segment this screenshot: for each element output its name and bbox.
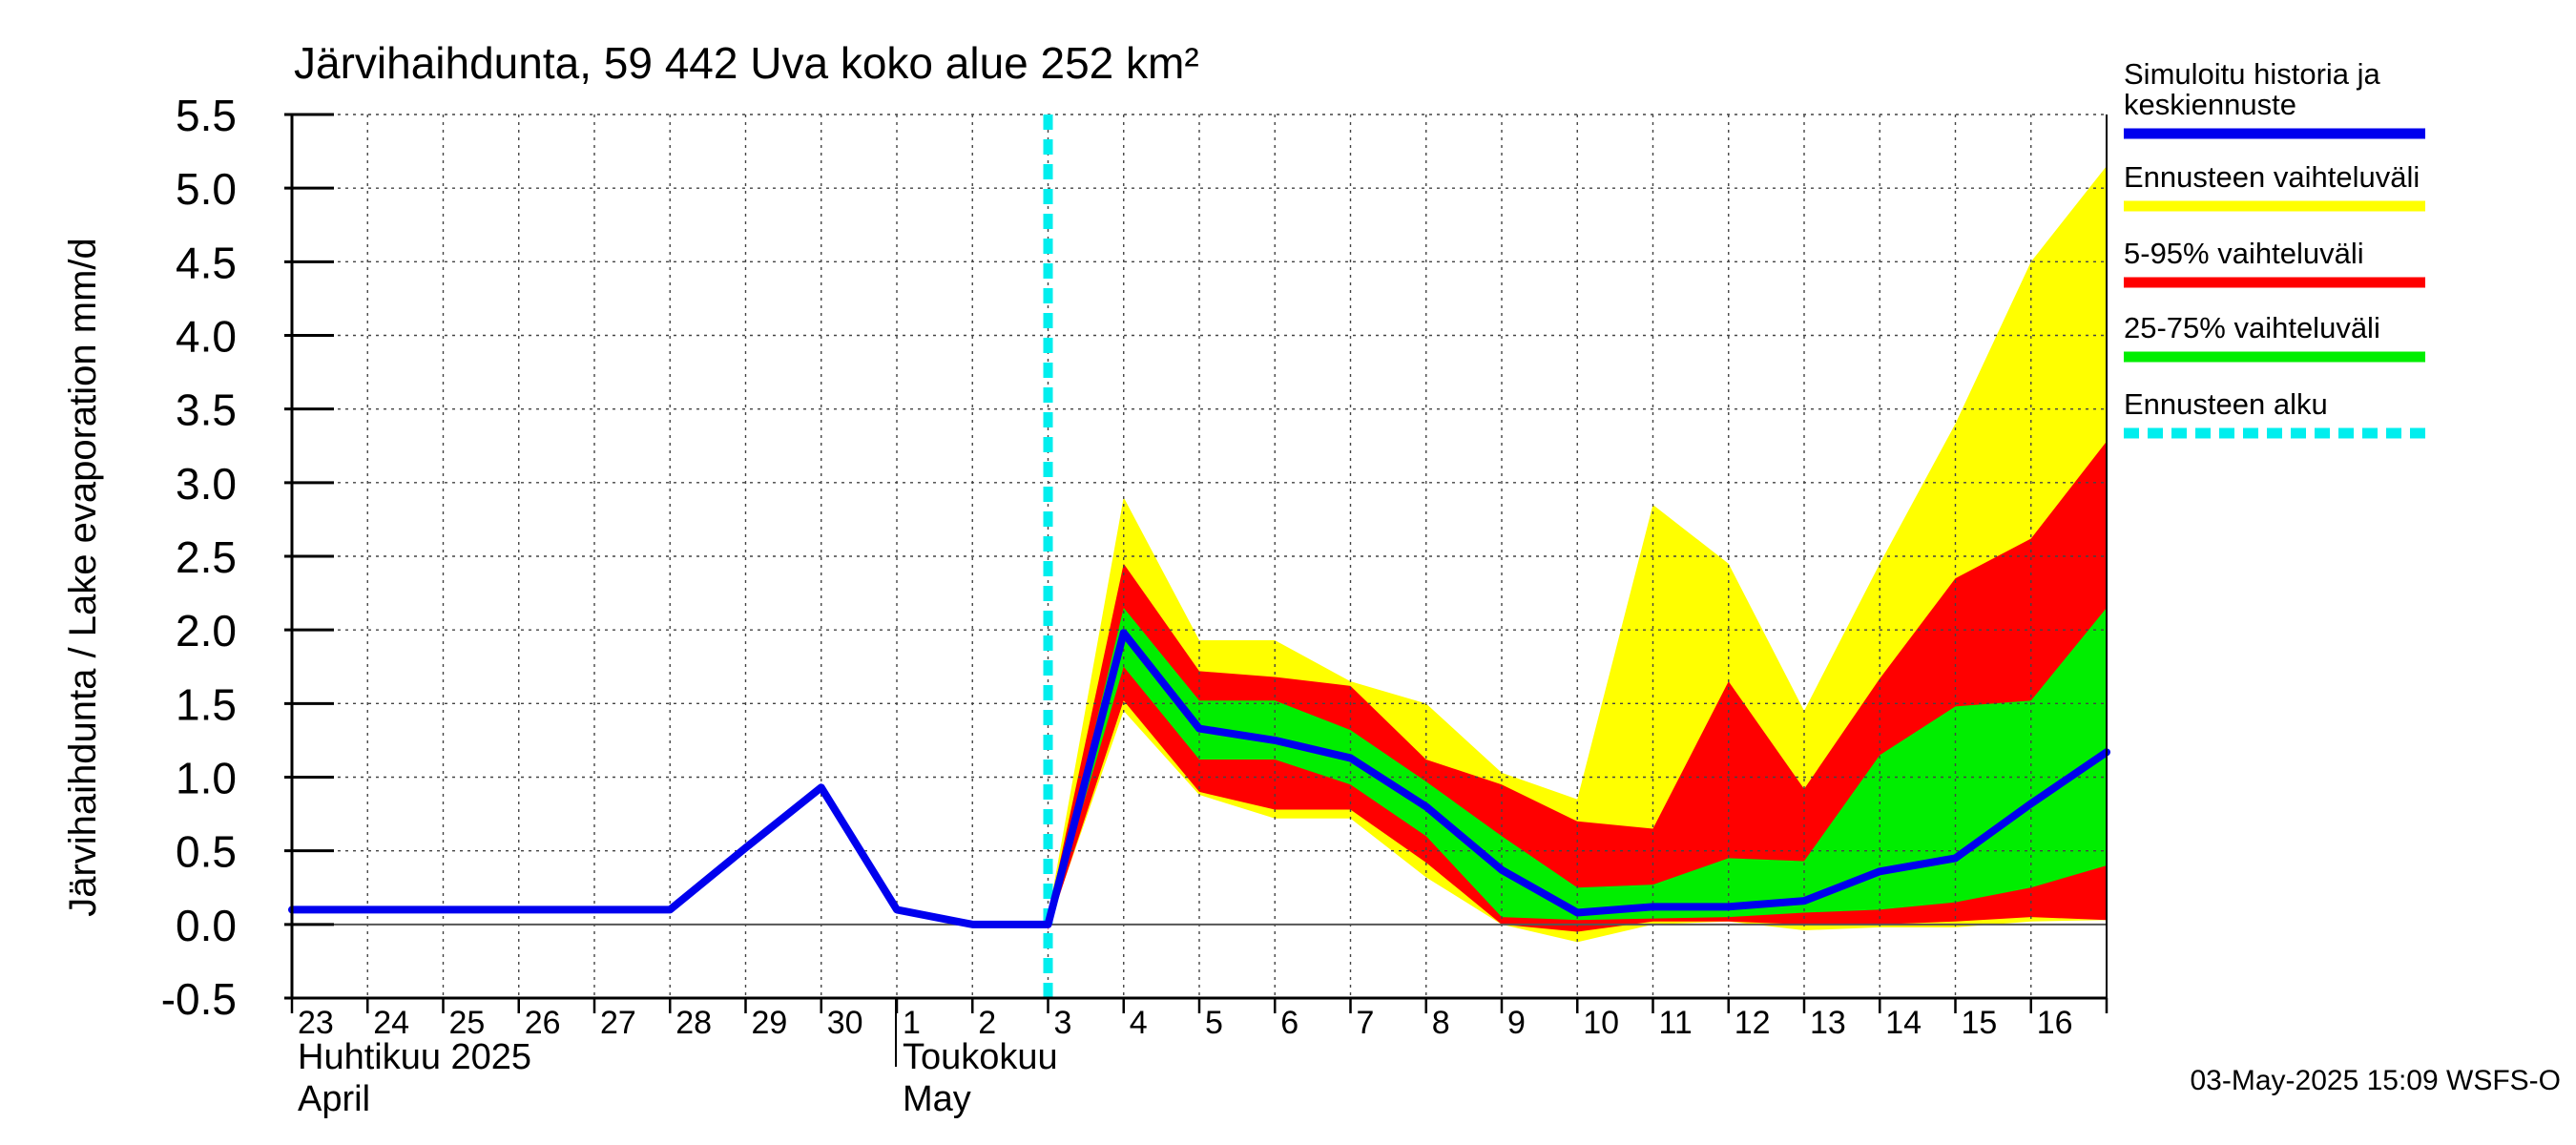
x-tick-label-16: 9 <box>1507 1005 1526 1041</box>
y-tick-label-0: -0.5 <box>161 974 237 1024</box>
x-tick-label-9: 2 <box>978 1005 996 1041</box>
y-tick-label-6: 2.5 <box>176 532 237 582</box>
month-label-en-0: April <box>298 1079 370 1119</box>
month-label-en-1: May <box>903 1079 971 1119</box>
legend-label-0-0: Simuloitu historia ja <box>2124 57 2381 91</box>
y-tick-label-7: 3.0 <box>176 459 237 509</box>
x-tick-label-17: 10 <box>1583 1005 1619 1041</box>
month-label-fi-1: Toukokuu <box>903 1037 1058 1077</box>
x-tick-label-4: 27 <box>600 1005 636 1041</box>
legend-label-3-0: 25-75% vaihteluväli <box>2124 311 2380 344</box>
x-tick-label-3: 26 <box>525 1005 561 1041</box>
legend-label-2-0: 5-95% vaihteluväli <box>2124 237 2364 270</box>
x-tick-label-8: 1 <box>903 1005 921 1041</box>
x-tick-label-2: 25 <box>449 1005 486 1041</box>
y-tick-label-12: 5.5 <box>176 91 237 140</box>
y-tick-label-8: 3.5 <box>176 385 237 435</box>
x-tick-label-14: 7 <box>1357 1005 1375 1041</box>
y-tick-label-9: 4.0 <box>176 312 237 362</box>
chart-title: Järvihaihdunta, 59 442 Uva koko alue 252… <box>294 38 1199 88</box>
series-line-0 <box>288 629 2110 928</box>
y-tick-label-2: 0.5 <box>176 827 237 877</box>
x-tick-label-23: 16 <box>2037 1005 2073 1041</box>
grid-lines <box>292 114 2107 998</box>
x-tick-label-20: 13 <box>1810 1005 1846 1041</box>
x-tick-label-7: 30 <box>827 1005 863 1041</box>
x-tick-label-11: 4 <box>1130 1005 1148 1041</box>
band-2 <box>1048 608 2107 925</box>
x-tick-label-1: 24 <box>373 1005 409 1041</box>
y-tick-label-11: 5.0 <box>176 164 237 214</box>
x-tick-label-12: 5 <box>1205 1005 1223 1041</box>
x-tick-label-10: 3 <box>1054 1005 1072 1041</box>
legend-label-1-0: Ennusteen vaihteluväli <box>2124 160 2420 194</box>
timestamp: 03-May-2025 15:09 WSFS-O <box>2191 1065 2562 1096</box>
x-tick-label-0: 23 <box>298 1005 334 1041</box>
y-axis-label: Järvihaihdunta / Lake evaporation mm/d <box>62 238 104 917</box>
y-axis-ticks: -0.5 0.0 0.5 1.0 1.5 2.0 2.5 3.0 3.5 4.0 4.5 5.0 5.5 <box>161 91 334 1024</box>
legend-label-0-1: keskiennuste <box>2124 88 2296 121</box>
y-tick-label-1: 0.0 <box>176 901 237 950</box>
x-tick-label-19: 12 <box>1735 1005 1771 1041</box>
y-tick-label-10: 4.5 <box>176 238 237 287</box>
x-tick-label-22: 15 <box>1962 1005 1998 1041</box>
y-tick-label-5: 2.0 <box>176 606 237 656</box>
legend-label-4-0: Ennusteen alku <box>2124 387 2328 421</box>
x-tick-label-15: 8 <box>1432 1005 1450 1041</box>
y-tick-label-4: 1.5 <box>176 679 237 729</box>
y-tick-label-3: 1.0 <box>176 754 237 803</box>
x-tick-label-6: 29 <box>752 1005 788 1041</box>
x-tick-label-18: 11 <box>1659 1005 1693 1041</box>
x-tick-label-13: 6 <box>1280 1005 1298 1041</box>
x-axis-ticks: 23 24 25 26 27 28 29 30 1 2 3 4 5 6 7 8 9 10 11 12 13 14 15 16H… <box>290 998 2109 1119</box>
x-tick-label-5: 28 <box>675 1005 712 1041</box>
month-label-fi-0: Huhtikuu 2025 <box>298 1037 531 1077</box>
series-lines <box>288 629 2110 928</box>
x-tick-label-21: 14 <box>1885 1005 1922 1041</box>
